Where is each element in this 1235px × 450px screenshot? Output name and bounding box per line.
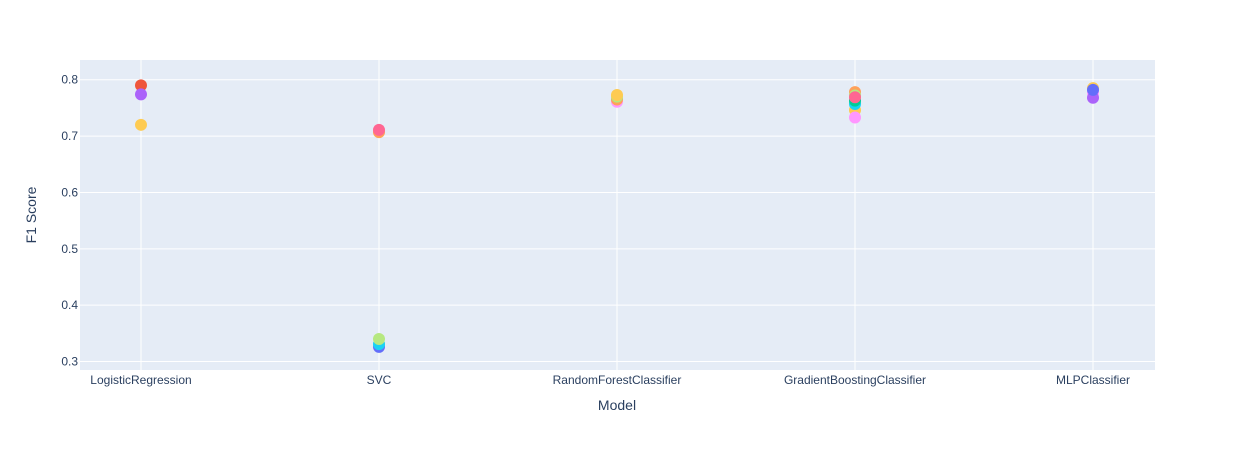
data-point[interactable]	[849, 91, 861, 104]
data-point[interactable]	[1087, 83, 1099, 96]
gridlines	[80, 60, 1155, 370]
data-point[interactable]	[611, 88, 623, 101]
data-point[interactable]	[135, 79, 147, 92]
y-tick-label: 0.3	[61, 355, 78, 369]
y-tick-label: 0.5	[61, 242, 78, 256]
y-tick-label: 0.6	[61, 185, 78, 199]
x-tick-label: RandomForestClassifier	[553, 373, 682, 387]
x-axis-title: Model	[598, 397, 636, 413]
y-tick-label: 0.8	[61, 73, 78, 87]
data-point[interactable]	[135, 88, 147, 101]
data-point[interactable]	[373, 123, 385, 136]
data-point[interactable]	[849, 111, 861, 124]
data-points	[135, 79, 1099, 353]
x-tick-labels: LogisticRegression SVC RandomForestClassif…	[90, 373, 1130, 387]
x-tick-label: MLPClassifier	[1056, 373, 1130, 387]
y-tick-labels: 0.3 0.4 0.5 0.6 0.7 0.8	[61, 73, 78, 369]
y-tick-label: 0.7	[61, 129, 78, 143]
y-axis-title: F1 Score	[23, 186, 39, 243]
y-tick-label: 0.4	[61, 298, 78, 312]
x-tick-label: LogisticRegression	[90, 373, 191, 387]
data-point[interactable]	[373, 333, 385, 345]
x-tick-label: GradientBoostingClassifier	[784, 373, 926, 387]
x-tick-label: SVC	[367, 373, 392, 387]
data-point[interactable]	[135, 118, 147, 131]
